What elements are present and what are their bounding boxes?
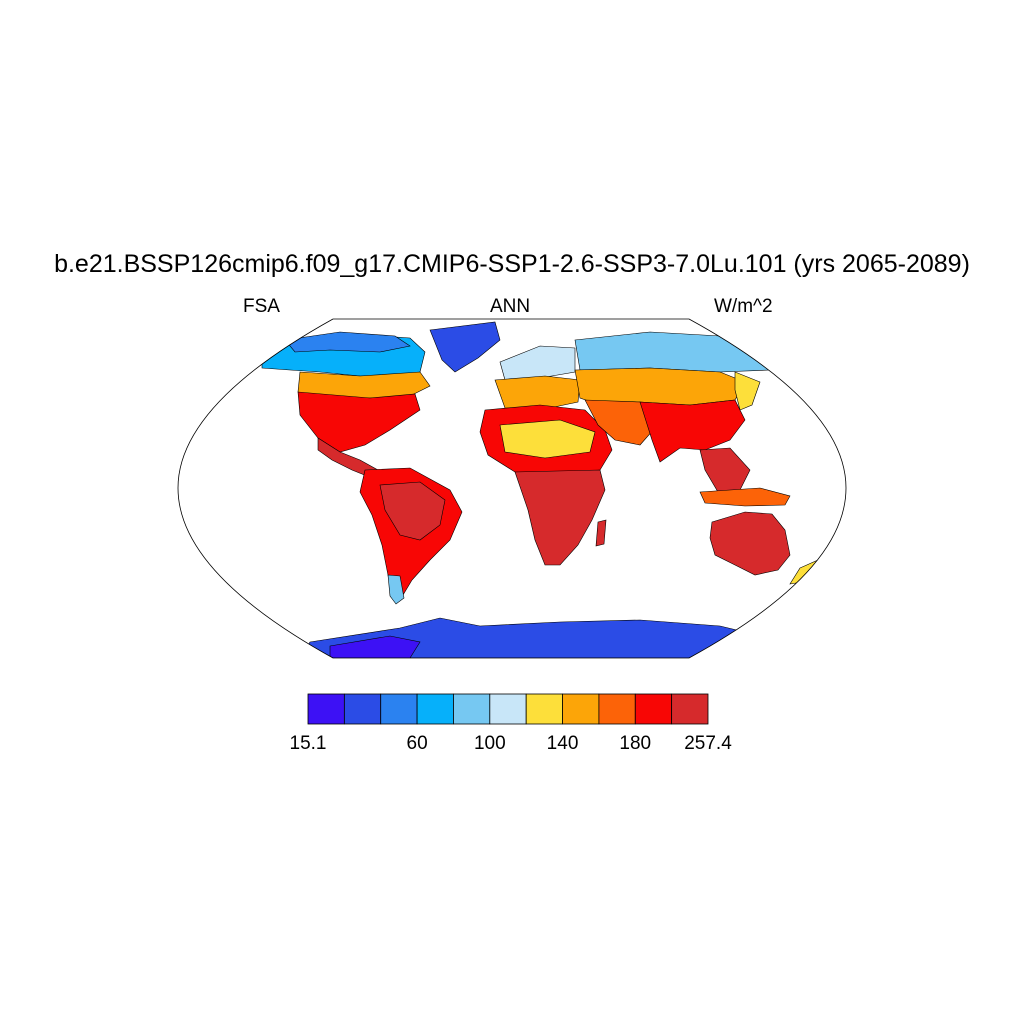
colorbar-tick-label: 100 xyxy=(473,733,506,754)
landmass-southeast-asia xyxy=(699,447,751,493)
landmass-africa-south xyxy=(514,469,606,566)
colorbar-box xyxy=(453,693,491,725)
landmass-greenland xyxy=(429,321,501,373)
colorbar-box xyxy=(525,693,563,725)
colorbar-tick-label: 180 xyxy=(619,733,652,754)
colorbar-box xyxy=(489,693,527,725)
colorbar-box xyxy=(416,693,454,725)
landmass-europe-north xyxy=(499,345,576,381)
colorbar-box xyxy=(562,693,600,725)
colorbar-tick-label: 257.4 xyxy=(684,733,732,754)
colorbar-box xyxy=(671,693,709,725)
colorbar-box xyxy=(343,693,382,725)
colorbar-box xyxy=(598,693,636,725)
map-border xyxy=(177,318,847,659)
colorbar-box xyxy=(380,693,418,725)
land-layer xyxy=(261,321,819,658)
landmass-antarctica xyxy=(299,617,801,658)
colorbar-box xyxy=(307,693,345,725)
landmass-australia xyxy=(709,511,791,576)
islands-indonesia xyxy=(699,487,791,507)
landmass-north-america-south xyxy=(297,391,421,453)
season-label: ANN xyxy=(490,296,531,317)
chart-title: b.e21.BSSP126cmip6.f09_g17.CMIP6-SSP1-2.… xyxy=(54,250,970,278)
island-madagascar xyxy=(595,519,607,547)
landmass-patagonia xyxy=(387,574,405,605)
colorbar xyxy=(307,693,709,725)
landmass-sahara xyxy=(499,419,596,459)
colorbar-tick-label: 60 xyxy=(406,733,428,754)
landmass-north-america-subarctic xyxy=(284,331,411,353)
landmass-south-asia xyxy=(639,399,746,463)
island-kamchatka-japan xyxy=(734,371,761,411)
colorbar-box xyxy=(634,693,673,725)
landmass-siberia xyxy=(574,331,771,373)
landmass-south-america-core xyxy=(379,481,446,541)
colorbar-tick-label: 15.1 xyxy=(289,733,327,754)
island-new-zealand xyxy=(789,559,819,585)
variable-label: FSA xyxy=(243,296,280,317)
units-label: W/m^2 xyxy=(714,296,773,317)
landmass-europe-south xyxy=(494,375,581,411)
colorbar-tick-label: 140 xyxy=(546,733,579,754)
landmass-asia-mid xyxy=(574,367,746,406)
